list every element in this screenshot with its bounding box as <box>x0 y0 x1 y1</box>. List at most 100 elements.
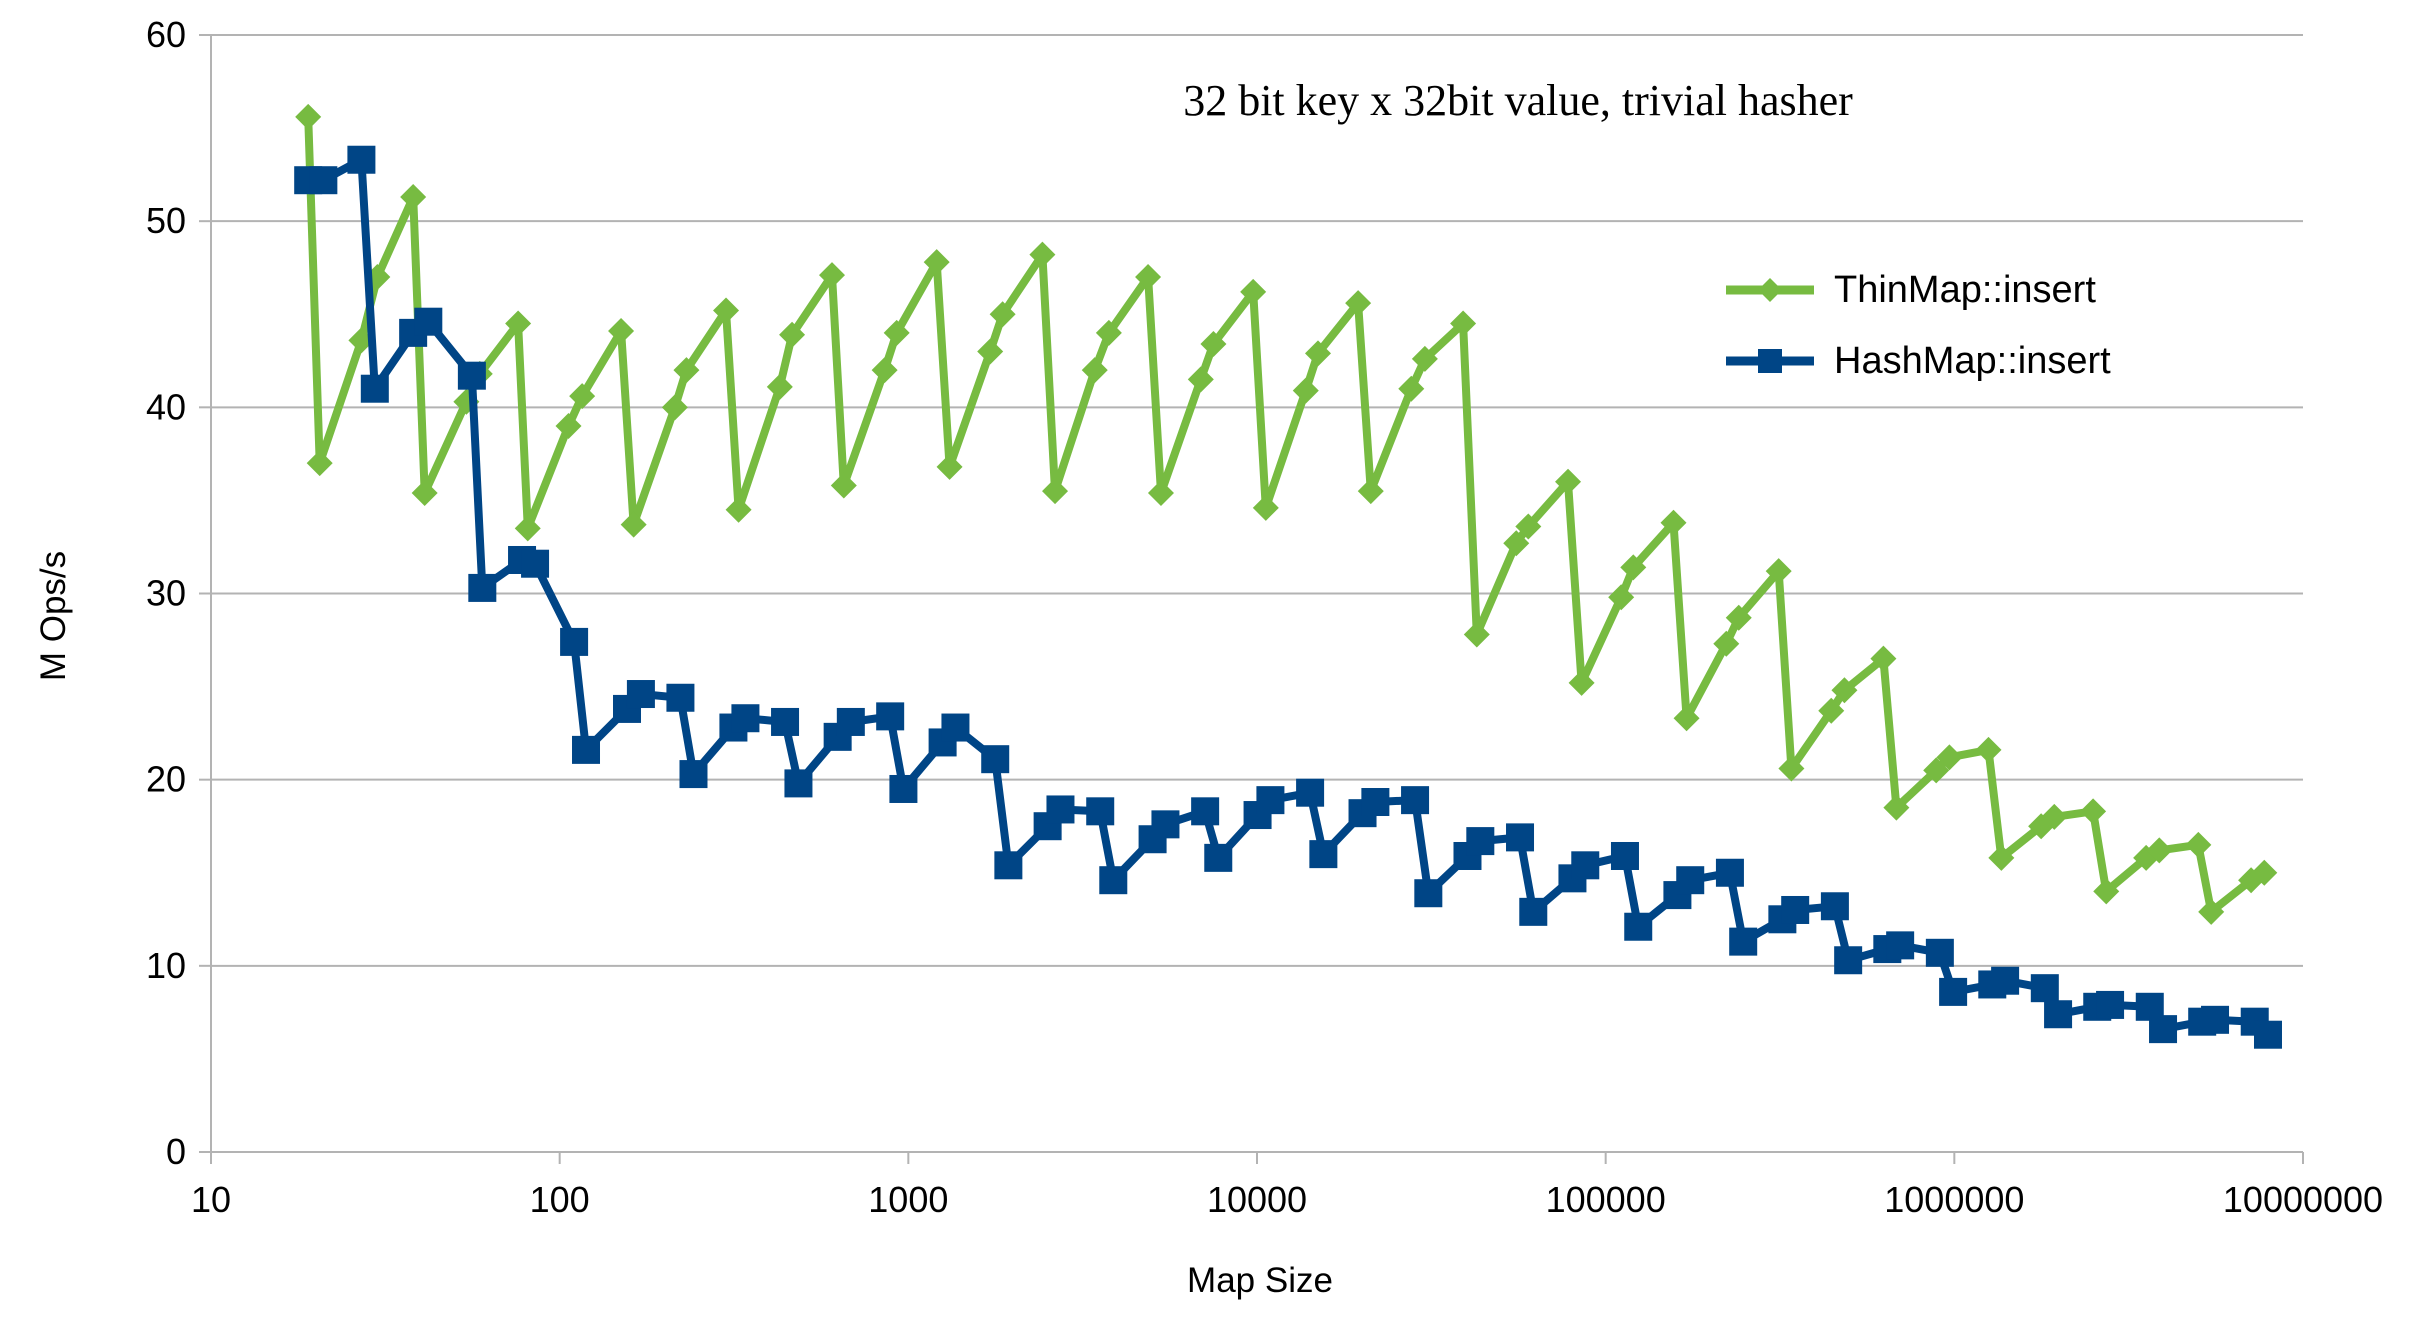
data-point <box>1081 357 1108 384</box>
legend-marker-hashmap <box>1758 349 1782 373</box>
data-point <box>1624 912 1653 941</box>
series-hashmap <box>294 145 2282 1049</box>
data-point <box>347 145 376 174</box>
data-point <box>830 472 857 499</box>
data-point <box>1620 554 1647 581</box>
x-tick-label: 10 <box>191 1179 231 1220</box>
y-tick-label: 30 <box>146 573 186 614</box>
data-point <box>1503 530 1530 557</box>
data-point <box>923 249 950 276</box>
data-point <box>1135 264 1162 291</box>
data-point <box>1673 705 1700 732</box>
data-point <box>1765 558 1792 585</box>
data-point <box>360 374 389 403</box>
data-point <box>1151 810 1180 839</box>
data-point <box>1555 468 1582 495</box>
data-point <box>666 683 695 712</box>
data-point <box>818 262 845 289</box>
data-point <box>1398 375 1425 402</box>
data-point <box>1200 331 1227 358</box>
data-point <box>1361 788 1390 817</box>
data-point <box>936 453 963 480</box>
data-point <box>1450 310 1477 337</box>
data-point <box>572 735 601 764</box>
data-point <box>1834 946 1863 975</box>
data-point <box>514 515 541 542</box>
series <box>294 103 2282 1049</box>
data-point <box>2028 813 2055 840</box>
data-point <box>1256 786 1285 815</box>
data-point <box>871 357 898 384</box>
data-point <box>1519 897 1548 926</box>
data-point <box>608 318 635 345</box>
data-point <box>1095 319 1122 346</box>
data-point <box>1304 340 1331 367</box>
data-point <box>725 496 752 523</box>
data-point <box>2201 1005 2230 1034</box>
data-point <box>306 450 333 477</box>
data-point <box>521 549 550 578</box>
data-point <box>1991 966 2020 995</box>
y-tick-label: 50 <box>146 200 186 241</box>
data-point <box>1029 241 1056 268</box>
data-point <box>1187 366 1214 393</box>
data-point <box>1660 509 1687 536</box>
data-point <box>2251 859 2278 886</box>
data-point <box>1515 513 1542 540</box>
x-tick-label: 100000 <box>1546 1179 1666 1220</box>
data-point <box>1713 630 1740 657</box>
data-point <box>1345 290 1372 317</box>
data-point <box>1401 786 1430 815</box>
data-point <box>1870 645 1897 672</box>
data-point <box>994 851 1023 880</box>
data-point <box>569 383 596 410</box>
data-point <box>2146 837 2173 864</box>
data-point <box>784 769 813 798</box>
data-point <box>1610 841 1639 870</box>
data-point <box>1292 377 1319 404</box>
data-point <box>713 297 740 324</box>
data-point <box>779 321 806 348</box>
data-point <box>1608 584 1635 611</box>
data-point <box>1725 604 1752 631</box>
data-point <box>1086 797 1115 826</box>
data-point <box>1147 479 1174 506</box>
data-point <box>1715 858 1744 887</box>
data-point <box>1831 677 1858 704</box>
data-point <box>889 774 918 803</box>
grid-lines <box>211 34 2303 967</box>
data-point <box>1571 851 1600 880</box>
data-point <box>1568 669 1595 696</box>
data-point <box>295 103 322 130</box>
data-point <box>1309 840 1338 869</box>
data-point <box>1414 879 1443 908</box>
data-point <box>457 361 486 390</box>
data-point <box>626 680 655 709</box>
legend-marker-thinmap <box>1758 278 1782 302</box>
data-point <box>941 713 970 742</box>
data-point <box>731 704 760 733</box>
legend-item-hashmap: HashMap::insert <box>1726 340 2111 382</box>
data-point <box>977 338 1004 365</box>
data-point <box>2080 798 2107 825</box>
data-point <box>1818 697 1845 724</box>
data-point <box>400 183 427 210</box>
data-point <box>679 760 708 789</box>
y-tick-label: 20 <box>146 759 186 800</box>
data-point <box>836 707 865 736</box>
x-tick-label: 10000000 <box>2223 1179 2383 1220</box>
data-point <box>1296 778 1325 807</box>
data-point <box>1778 755 1805 782</box>
data-point <box>1781 895 1810 924</box>
x-tick-label: 1000000 <box>1884 1179 2024 1220</box>
data-point <box>1042 478 1069 505</box>
data-point <box>1925 938 1954 967</box>
data-point <box>2253 1020 2282 1049</box>
data-point <box>1252 494 1279 521</box>
data-point <box>1886 931 1915 960</box>
x-tick-label: 10000 <box>1207 1179 1307 1220</box>
x-axis-title: Map Size <box>1187 1261 1333 1300</box>
data-point <box>1099 866 1128 895</box>
data-point <box>468 573 497 602</box>
